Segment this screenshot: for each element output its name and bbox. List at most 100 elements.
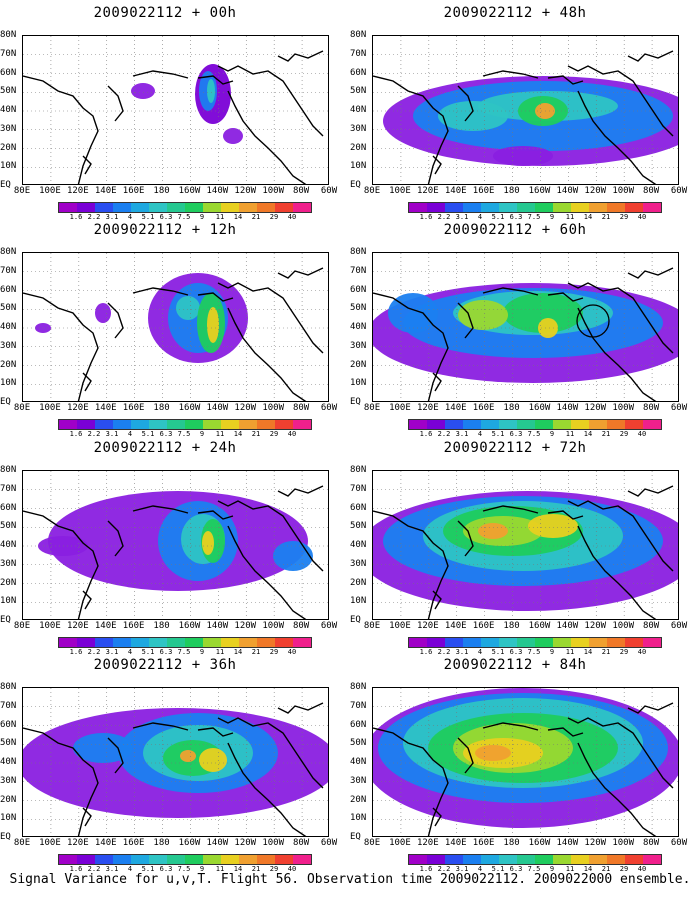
coastline	[227, 90, 307, 184]
latitude-tick-label: EQ	[350, 397, 361, 407]
longitude-tick-label: 180	[503, 186, 520, 196]
colorbar-swatch	[239, 203, 257, 212]
longitude-tick-label: 160W	[528, 621, 551, 631]
latitude-tick-label: 70N	[350, 265, 367, 276]
longitude-tick-label: 120E	[416, 621, 439, 631]
latitude-tick-label: 80N	[0, 682, 17, 692]
colorbar-swatch	[95, 420, 113, 429]
colorbar-swatch	[203, 420, 221, 429]
map-svg	[373, 688, 678, 836]
colorbar-tick-label: 5.1	[141, 430, 155, 438]
colorbar-tick-label: 3.1	[455, 430, 469, 438]
colorbar-swatch	[499, 638, 517, 647]
colorbar-tick-label: 9	[199, 865, 205, 873]
colorbar	[408, 419, 662, 430]
coastline	[627, 267, 674, 279]
coastline	[432, 155, 442, 175]
colorbar-tick-label: 11	[565, 430, 575, 438]
latitude-tick-label: 20N	[350, 577, 367, 588]
map-plot-area	[372, 35, 679, 185]
latitude-tick-label: 50N	[350, 521, 367, 532]
panel-title: 2009022112 + 84h	[443, 657, 587, 673]
longitude-tick-label: 120W	[234, 403, 257, 413]
variance-contour-fill	[95, 303, 111, 323]
colorbar-tick-label: 7.5	[527, 213, 541, 221]
panel-title: 2009022112 + 12h	[93, 222, 237, 238]
colorbar-swatch	[59, 203, 77, 212]
map-plot-area	[22, 470, 329, 620]
figure-caption: Signal Variance for u,v,T. Flight 56. Ob…	[9, 872, 691, 887]
colorbar-swatch	[149, 203, 167, 212]
coastline	[132, 70, 189, 79]
colorbar-tick-label: 3.1	[455, 648, 469, 656]
latitude-tick-label: EQ	[0, 832, 11, 842]
latitude-tick-label: 70N	[350, 48, 367, 59]
colorbar-swatch	[257, 638, 275, 647]
coastline	[627, 702, 674, 714]
latitude-tick-label: 40N	[0, 757, 17, 767]
coastline	[197, 75, 234, 85]
colorbar-swatch	[535, 420, 553, 429]
colorbar-swatch	[643, 855, 661, 864]
colorbar-tick-label: 29	[269, 213, 279, 221]
colorbar-tick-label: 7.5	[177, 648, 191, 656]
colorbar-swatch	[553, 638, 571, 647]
colorbar-tick-label: 14	[583, 213, 593, 221]
latitude-tick-label: 70N	[0, 700, 17, 711]
colorbar-swatch	[113, 203, 131, 212]
latitude-tick-label: 30N	[0, 558, 17, 569]
colorbar-swatch	[203, 638, 221, 647]
variance-contour-fill	[73, 733, 133, 763]
longitude-tick-label: 60W	[320, 186, 338, 196]
colorbar-swatch	[77, 420, 95, 429]
longitude-tick-label: 100E	[39, 621, 61, 631]
map-svg	[373, 471, 678, 619]
coastline	[107, 737, 124, 774]
longitude-tick-label: 80W	[642, 838, 660, 848]
colorbar-swatch	[625, 420, 643, 429]
map-svg	[373, 36, 678, 184]
latitude-tick-label: 70N	[350, 700, 367, 711]
longitude-tick-label: 120E	[66, 838, 89, 848]
variance-contour-fill	[493, 146, 553, 166]
colorbar-swatch	[607, 203, 625, 212]
map-panel: 2009022112 + 48h 80N 70N 60N 50N 40N 30N 20N 10N…	[350, 5, 687, 221]
longitude-tick-label: 80E	[13, 838, 31, 848]
panel-title: 2009022112 + 00h	[93, 5, 237, 21]
colorbar-swatch	[203, 203, 221, 212]
colorbar	[58, 419, 312, 430]
longitude-tick-label: 120E	[66, 403, 89, 413]
map-panel: 2009022112 + 84h 80N 70N 60N 50N 40N 30N 20N 10N…	[350, 657, 687, 873]
latitude-tick-label: 20N	[350, 142, 367, 153]
longitude-tick-label: 60W	[670, 621, 688, 631]
colorbar-swatch	[589, 420, 607, 429]
colorbar-tick-label: 40	[637, 430, 647, 438]
coastline	[82, 372, 92, 392]
longitude-tick-label: 120W	[584, 621, 607, 631]
colorbar-swatch	[607, 420, 625, 429]
longitude-tick-label: 160E	[472, 838, 495, 848]
coastline	[457, 737, 474, 774]
colorbar-swatch	[499, 203, 517, 212]
latitude-tick-label: 40N	[350, 540, 367, 550]
coastline	[482, 505, 539, 514]
colorbar-swatch	[535, 203, 553, 212]
colorbar-tick-label: 21	[251, 865, 261, 873]
colorbar-swatch	[275, 203, 293, 212]
colorbar-tick-label: 40	[287, 865, 297, 873]
panel-title: 2009022112 + 72h	[443, 440, 587, 456]
latitude-tick-label: 30N	[0, 340, 17, 351]
map-svg	[23, 36, 328, 184]
latitude-tick-label: 20N	[0, 142, 17, 153]
map-svg	[23, 253, 328, 401]
colorbar-swatch	[571, 420, 589, 429]
colorbar-swatch	[445, 855, 463, 864]
longitude-tick-label: 60W	[320, 403, 338, 413]
colorbar-swatch	[167, 638, 185, 647]
map-plot-area	[22, 687, 329, 837]
coastline	[277, 702, 324, 714]
colorbar-tick-label: 2.2	[87, 648, 101, 656]
colorbar-tick-label: 29	[269, 648, 279, 656]
longitude-tick-label: 160E	[122, 621, 145, 631]
colorbar-tick-label: 29	[619, 865, 629, 873]
